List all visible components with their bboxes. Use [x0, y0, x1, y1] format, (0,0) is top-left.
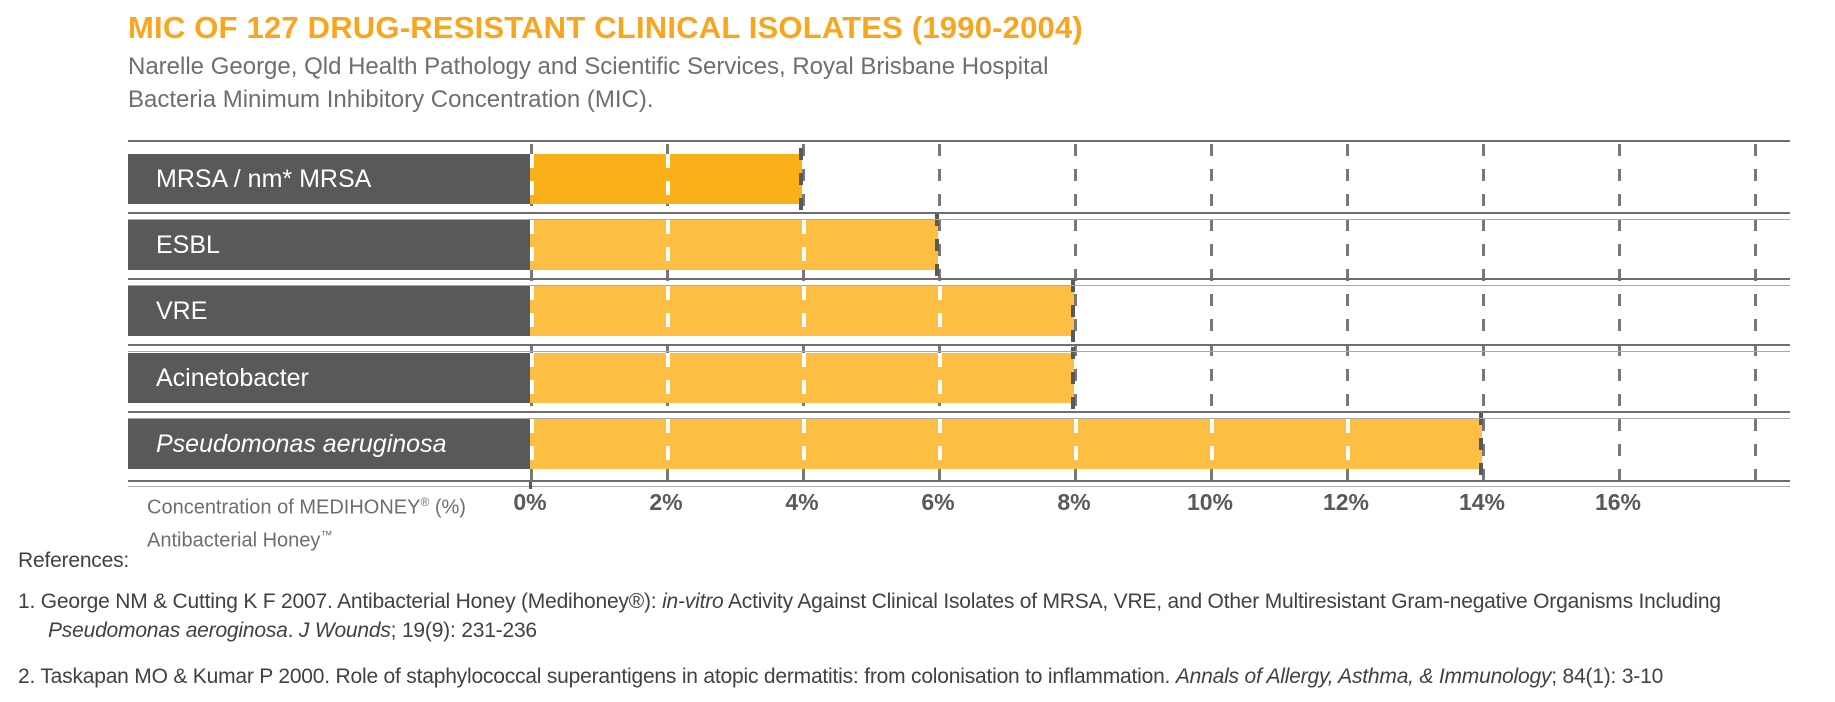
zero-axis-tick	[529, 482, 532, 489]
x-tick-12pct: 12%	[1322, 489, 1370, 515]
bar-gridline-4pct	[802, 286, 806, 337]
gridline-8pct	[1074, 144, 1077, 482]
bar-end-cap	[799, 148, 803, 210]
gridline-18pct	[1754, 144, 1757, 482]
bar-end-cap	[935, 214, 939, 277]
chart-row-1: MRSA / nm* MRSA	[128, 148, 1790, 210]
chart-row-4: Acinetobacter	[128, 346, 1790, 409]
bar	[530, 214, 939, 277]
references-heading: References:	[18, 549, 130, 572]
chart-row-2: ESBL	[128, 214, 1790, 277]
row-label: MRSA / nm* MRSA	[128, 154, 530, 204]
chart-row-3: VRE	[128, 280, 1790, 343]
x-tick-6pct: 6%	[921, 489, 955, 515]
bar	[530, 346, 1075, 409]
bar-gridline-6pct	[938, 286, 942, 337]
row-label: Pseudomonas aeruginosa	[128, 418, 530, 469]
row-separator	[128, 212, 1790, 220]
bar-gridline-6pct	[938, 418, 942, 469]
bar	[530, 148, 803, 210]
bar-gridline-0pct	[530, 220, 534, 271]
bar-gridline-4pct	[802, 418, 806, 469]
gridline-12pct	[1346, 144, 1349, 482]
gridline-16pct	[1618, 144, 1621, 482]
references-section: References: 1. George NM & Cutting K F 2…	[18, 549, 1721, 689]
reference-2: 2. Taskapan MO & Kumar P 2000. Role of s…	[18, 665, 1664, 688]
bar	[530, 280, 1075, 343]
chart-title: MIC OF 127 DRUG-RESISTANT CLINICAL ISOLA…	[128, 10, 1083, 45]
chart-subtitle-mic: Bacteria Minimum Inhibitory Concentratio…	[128, 86, 654, 113]
bar-gridline-0pct	[530, 286, 534, 337]
bar-end-cap	[1071, 280, 1075, 343]
x-tick-10pct: 10%	[1186, 489, 1234, 515]
x-axis-title-line1: Concentration of MEDIHONEY® (%)	[147, 495, 466, 519]
bar-gridline-0pct	[530, 352, 534, 403]
bar-gridline-2pct	[666, 220, 670, 271]
row-separator	[128, 344, 1790, 353]
chart-subtitle-author: Narelle George, Qld Health Pathology and…	[128, 53, 1049, 80]
bar-gridline-2pct	[666, 352, 670, 403]
x-tick-14pct: 14%	[1458, 489, 1506, 515]
row-label: ESBL	[128, 220, 530, 271]
row-separator	[128, 278, 1790, 287]
bar-gridline-0pct	[530, 154, 534, 204]
reference-1-line-2: Pseudomonas aeroginosa. J Wounds; 19(9):…	[48, 619, 537, 642]
row-separator	[128, 410, 1790, 419]
bar-gridline-10pct	[1210, 418, 1214, 469]
x-axis-ticks: 0% 2% 4% 6% 8% 10% 12% 14% 16%	[513, 489, 1810, 521]
bar-chart: MRSA / nm* MRSA ESBL VRE Acinetobacter Pseud…	[128, 140, 1790, 489]
x-axis-title: Concentration of MEDIHONEY® (%) Antibact…	[147, 489, 466, 554]
bar-gridline-2pct	[666, 418, 670, 469]
x-tick-8pct: 8%	[1057, 489, 1091, 515]
bar	[530, 412, 1483, 475]
x-tick-0pct: 0%	[513, 489, 547, 515]
x-tick-2pct: 2%	[649, 489, 683, 515]
reference-1-line-1: 1. George NM & Cutting K F 2007. Antibac…	[18, 590, 1721, 613]
bar-gridline-4pct	[802, 220, 806, 271]
row-label: Acinetobacter	[128, 352, 530, 403]
x-tick-4pct: 4%	[785, 489, 819, 515]
x-axis-title-line2: Antibacterial Honey™	[147, 527, 333, 552]
bar-gridline-4pct	[802, 352, 806, 403]
bar-end-cap	[1479, 412, 1483, 475]
bar-gridline-2pct	[666, 286, 670, 337]
bar-gridline-12pct	[1346, 418, 1350, 469]
bar-end-cap	[1071, 346, 1075, 409]
bar-gridline-8pct	[1074, 418, 1078, 469]
bar-gridline-6pct	[938, 352, 942, 403]
chart-baseline	[128, 480, 1790, 487]
x-tick-16pct: 16%	[1594, 489, 1642, 515]
row-label: VRE	[128, 286, 530, 337]
gridline-14pct	[1482, 144, 1485, 482]
gridline-10pct	[1210, 144, 1213, 482]
chart-row-5: Pseudomonas aeruginosa	[128, 412, 1790, 475]
bar-gridline-2pct	[666, 154, 670, 204]
bar-gridline-0pct	[530, 418, 534, 469]
